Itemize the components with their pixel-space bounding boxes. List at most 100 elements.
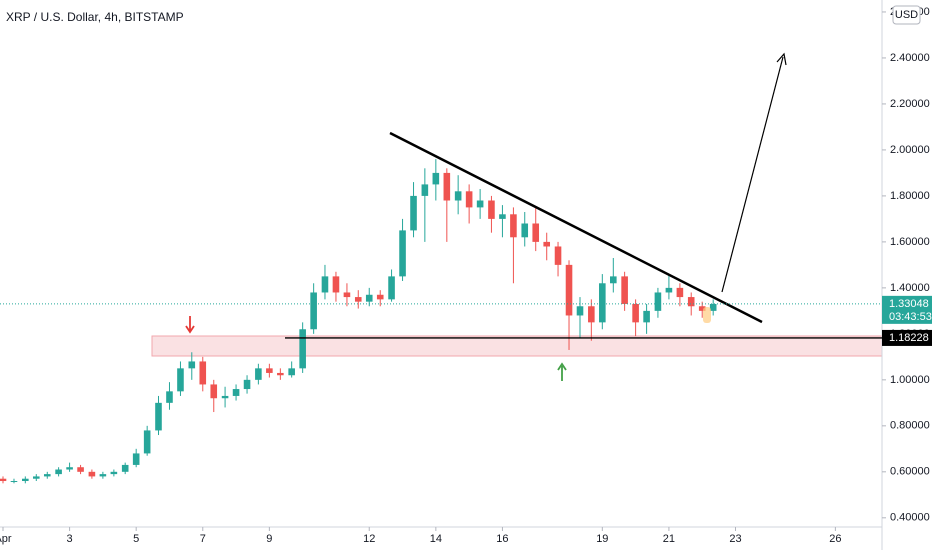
countdown: 03:43:53 [889, 311, 932, 323]
candle-body [376, 294, 384, 300]
candle-body [55, 469, 62, 475]
candle-body [532, 223, 540, 242]
x-tick-label: 23 [729, 533, 741, 545]
level-label-box [882, 329, 932, 346]
candle-body [299, 329, 306, 369]
candle-body [499, 214, 506, 219]
candle-body [443, 172, 451, 201]
y-tick-label: 1.00000 [890, 374, 930, 386]
candle-body [243, 379, 251, 390]
candle-body [0, 478, 7, 482]
candle-body [277, 372, 284, 376]
candle-body [121, 464, 129, 472]
currency-label[interactable]: USD [895, 9, 918, 21]
green-arrow-head [557, 362, 567, 371]
candle-body [321, 276, 329, 293]
candle-body [166, 391, 173, 403]
candle-body [343, 292, 351, 298]
candle-body [698, 306, 706, 311]
candle-body [365, 294, 373, 302]
candle-body [66, 467, 73, 470]
x-tick-label: Apr [0, 533, 12, 545]
candle-body [221, 395, 229, 399]
y-tick-label: 2.20000 [890, 98, 930, 110]
candle-body [488, 200, 495, 219]
candle-body [188, 361, 196, 369]
support-zone [151, 335, 883, 357]
candle-body [232, 389, 240, 396]
candle-body [210, 384, 218, 399]
candle-body [676, 287, 684, 298]
candle-body [476, 200, 484, 208]
candle-body [32, 476, 40, 479]
candle-body [310, 292, 317, 330]
chart-title: XRP / U.S. Dollar, 4h, BITSTAMP [6, 10, 184, 24]
x-tick-label: 12 [363, 533, 375, 545]
x-tick-label: 21 [663, 533, 675, 545]
candle-body [454, 191, 462, 201]
candle-body [565, 264, 573, 316]
drawings [185, 52, 787, 381]
candle-body [654, 292, 662, 311]
arrow-head [776, 52, 787, 66]
y-tick-label: 2.40000 [890, 52, 930, 64]
candle-body [10, 481, 18, 483]
candle-body [177, 368, 184, 392]
candle-body [332, 276, 340, 293]
x-tick-label: 26 [829, 533, 841, 545]
candle-body [399, 230, 406, 277]
candle-body [410, 195, 417, 231]
y-tick-label: 2.00000 [890, 144, 930, 156]
x-tick-label: 14 [430, 533, 442, 545]
highlight [703, 307, 711, 323]
y-tick-label: 1.80000 [890, 190, 930, 202]
x-tick-label: 9 [266, 533, 272, 545]
candle-body [132, 453, 140, 465]
candle-body [632, 303, 639, 323]
x-tick-label: 3 [67, 533, 73, 545]
candle-body [199, 361, 207, 385]
candle-body [354, 297, 362, 302]
candle-body [110, 471, 118, 475]
x-tick-label: 5 [133, 533, 139, 545]
candles [0, 159, 717, 484]
candle-body [155, 402, 162, 431]
projection-arrow [721, 56, 784, 293]
currency-button[interactable] [892, 5, 921, 25]
candle-body [266, 368, 273, 373]
candle-body [643, 310, 650, 323]
candle-body [88, 471, 96, 477]
candle-body [465, 191, 473, 208]
candle-body [99, 474, 107, 477]
candle-body [687, 297, 695, 307]
level-label: 1.18228 [889, 332, 929, 344]
y-tick-label: 0.80000 [890, 420, 930, 432]
candle-body [510, 214, 517, 238]
candle-body [143, 430, 151, 454]
plot-area [151, 335, 883, 357]
candle-body [388, 276, 395, 300]
y-tick-label: 0.60000 [890, 466, 930, 478]
y-tick-label: 1.60000 [890, 236, 930, 248]
candle-body [610, 276, 617, 284]
y-tick-label: 0.40000 [890, 512, 930, 524]
x-tick-label: 7 [200, 533, 206, 545]
candle-body [554, 246, 562, 265]
x-tick-label: 16 [496, 533, 508, 545]
x-tick-label: 19 [596, 533, 608, 545]
last-price-label: 1.33048 [889, 298, 929, 310]
candle-body [432, 172, 440, 185]
candle-body [288, 368, 295, 376]
candle-body [43, 474, 51, 477]
last-price-box [882, 295, 932, 324]
candle-body [709, 303, 717, 311]
candle-body [588, 306, 595, 323]
candle-body [621, 276, 628, 304]
candle-body [77, 467, 84, 472]
candle-body [543, 241, 551, 247]
candle-body [576, 306, 584, 316]
candle-body [599, 283, 606, 323]
